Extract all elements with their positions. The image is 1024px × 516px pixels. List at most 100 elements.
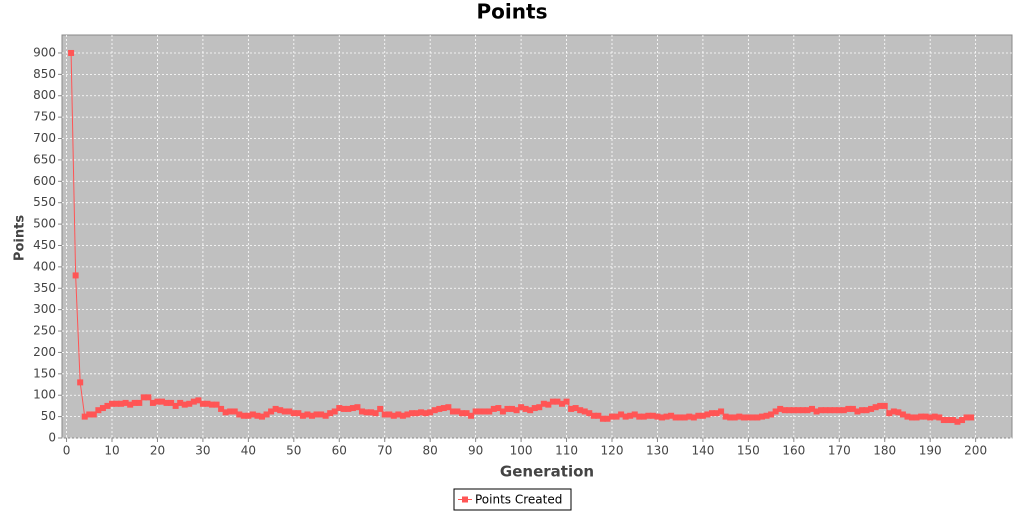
point-marker [340,405,347,412]
point-marker [781,407,788,414]
point-marker [663,413,670,420]
x-tick-label: 60 [332,444,347,458]
point-marker [168,399,175,406]
point-marker [522,405,529,412]
point-marker [509,405,515,412]
x-tick-label: 190 [919,444,942,458]
x-tick-label: 110 [555,444,578,458]
point-marker [409,410,415,417]
point-marker [854,408,861,415]
point-marker [840,407,847,414]
point-marker [118,400,125,407]
point-marker [368,409,375,416]
point-marker [899,411,906,418]
y-tick-label: 0 [48,431,56,445]
point-marker [236,411,243,418]
point-marker [568,405,575,412]
point-marker [772,408,779,415]
point-marker [268,408,275,415]
point-marker [681,414,688,421]
point-marker [749,414,756,421]
x-tick-label: 50 [286,444,301,458]
point-marker [313,411,320,418]
point-marker [559,400,565,407]
point-marker [122,399,129,406]
point-marker [595,412,602,419]
point-marker [668,412,675,419]
point-marker [104,402,111,409]
point-marker [963,414,970,421]
point-marker [99,405,106,412]
legend-box [453,488,572,511]
point-marker [127,401,134,408]
point-marker [827,407,834,414]
point-marker [172,402,179,409]
point-marker [290,410,297,417]
y-tick-label: 450 [33,238,56,252]
point-marker [318,411,325,418]
point-marker [349,405,356,412]
x-tick-label: 90 [468,444,483,458]
point-marker [81,413,88,420]
point-marker [577,407,584,414]
point-marker [431,407,438,414]
point-marker [263,411,270,418]
chart-title: Points [477,0,548,24]
point-marker [904,413,911,420]
point-marker [727,414,734,421]
point-marker [159,398,165,405]
point-marker [686,413,693,420]
point-marker [799,407,806,414]
point-marker [886,410,893,417]
point-marker [309,412,315,419]
point-marker [299,412,306,419]
x-tick-label: 30 [195,444,210,458]
point-marker [586,410,593,417]
x-tick-label: 120 [601,444,624,458]
y-tick-label: 350 [33,281,56,295]
point-marker [654,413,661,420]
point-marker [695,412,702,419]
point-marker [909,414,915,421]
point-marker [386,411,393,418]
point-marker [199,400,206,407]
point-marker [481,408,488,415]
point-marker [68,49,75,56]
point-marker [295,410,302,417]
point-marker [472,408,479,415]
point-marker [677,414,684,421]
x-tick-label: 80 [423,444,438,458]
point-marker [77,379,84,386]
point-marker [422,410,429,417]
point-marker [945,417,952,424]
point-marker [704,411,711,418]
plot-area [61,34,1013,439]
point-marker [895,409,902,416]
point-marker [354,404,361,411]
point-marker [690,414,697,421]
point-marker [240,412,247,419]
point-marker [331,408,338,415]
point-marker [922,413,929,420]
point-marker [718,408,725,415]
y-tick-label: 850 [33,67,56,81]
point-marker [286,408,293,415]
point-marker [554,398,561,405]
point-marker [590,412,597,419]
point-marker [463,410,470,417]
point-marker [222,409,229,416]
point-marker [399,412,406,419]
point-marker [381,411,388,418]
point-marker [90,411,97,418]
point-marker [613,413,620,420]
point-marker [609,413,615,420]
point-marker [436,405,443,412]
point-marker [849,405,856,412]
point-marker [968,414,975,421]
point-marker [795,407,802,414]
point-marker [336,405,343,412]
point-marker [404,411,411,418]
point-marker [390,412,397,419]
point-marker [622,413,629,420]
